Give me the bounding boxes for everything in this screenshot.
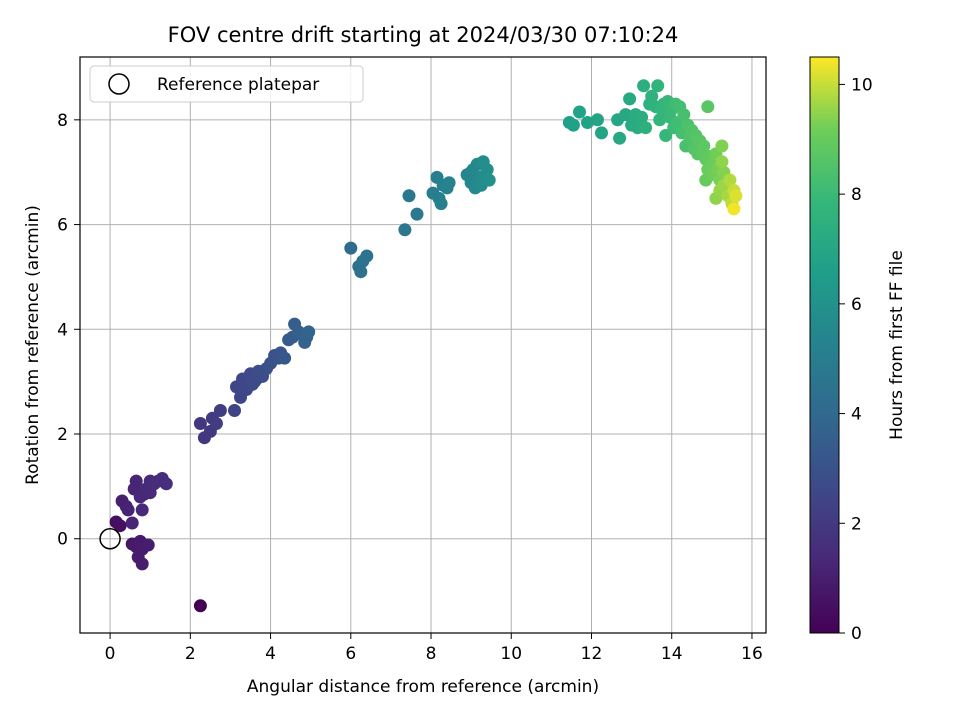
data-point — [480, 163, 494, 177]
data-point — [360, 249, 374, 263]
x-tick-label: 10 — [500, 644, 522, 664]
colorbar-tick-label: 4 — [851, 405, 862, 425]
data-point — [639, 121, 653, 135]
y-tick-label: 0 — [57, 530, 68, 550]
x-tick-label: 14 — [661, 644, 683, 664]
data-points — [109, 79, 743, 613]
data-point — [129, 474, 143, 488]
data-point — [344, 241, 358, 255]
data-point — [645, 89, 659, 103]
legend-marker-icon — [108, 73, 130, 95]
y-tick-label: 2 — [57, 425, 68, 445]
y-tick-label: 6 — [57, 216, 68, 236]
x-axis-ticks: 0 2 4 6 8 10 12 14 16 — [105, 633, 763, 664]
data-point — [159, 477, 173, 491]
data-point — [715, 139, 729, 153]
colorbar-tick-label: 6 — [851, 295, 862, 315]
colorbar-tick-label: 2 — [851, 514, 862, 534]
data-point — [209, 417, 223, 430]
data-point — [135, 557, 149, 571]
plot-frame — [79, 56, 767, 634]
data-point — [193, 417, 207, 430]
y-axis-label: Rotation from reference (arcmin) — [23, 205, 43, 485]
data-point — [442, 176, 456, 190]
data-point — [121, 503, 135, 517]
y-axis-ticks: 0 2 4 6 8 — [57, 111, 80, 550]
data-point — [653, 113, 667, 127]
data-point — [637, 79, 651, 93]
data-point — [135, 503, 149, 517]
colorbar-tick-label: 0 — [851, 624, 862, 644]
data-point — [591, 113, 604, 127]
data-point — [213, 404, 227, 417]
data-point — [613, 131, 627, 145]
grid-lines — [80, 57, 766, 633]
y-tick-label: 8 — [57, 111, 68, 131]
data-point — [697, 139, 711, 153]
legend-box — [89, 65, 364, 103]
x-tick-label: 8 — [426, 644, 437, 664]
data-point — [723, 173, 737, 187]
colorbar-gradient — [809, 56, 840, 634]
data-point — [278, 351, 292, 365]
data-point — [566, 118, 580, 132]
x-tick-label: 16 — [741, 644, 763, 664]
x-tick-label: 0 — [105, 644, 116, 664]
colorbar-tick-label: 8 — [851, 185, 862, 205]
data-point — [573, 105, 586, 119]
data-point — [677, 108, 691, 122]
data-point — [113, 519, 127, 533]
data-point — [482, 173, 496, 187]
data-point — [398, 223, 412, 237]
x-tick-label: 4 — [265, 644, 276, 664]
data-point — [234, 383, 247, 396]
data-point — [125, 516, 139, 530]
colorbar-tick-label: 10 — [851, 75, 873, 95]
data-point — [410, 207, 424, 221]
x-axis-label: Angular distance from reference (arcmin) — [247, 677, 599, 697]
colorbar-ticks: 0 2 4 6 8 10 — [839, 75, 873, 644]
legend: Reference platepar — [89, 65, 364, 103]
colorbar-label: Hours from first FF file — [887, 250, 907, 440]
reference-platepar-marker — [99, 527, 121, 550]
data-point — [623, 92, 637, 106]
data-point — [595, 126, 608, 140]
data-point — [619, 108, 633, 122]
data-point — [302, 325, 316, 339]
y-tick-label: 4 — [57, 320, 68, 340]
x-tick-label: 12 — [581, 644, 603, 664]
data-point — [635, 110, 649, 124]
legend-entry-label: Reference platepar — [157, 75, 319, 95]
data-point — [729, 189, 743, 203]
data-point — [193, 599, 207, 613]
data-point — [402, 189, 416, 203]
x-tick-label: 2 — [185, 644, 196, 664]
data-point — [727, 202, 741, 216]
data-point — [581, 116, 594, 129]
data-point — [354, 265, 368, 279]
data-point — [434, 197, 448, 211]
data-point — [659, 129, 673, 142]
data-point — [651, 79, 665, 93]
data-point — [228, 404, 241, 417]
data-point — [141, 538, 155, 552]
data-point — [248, 375, 261, 389]
data-point — [715, 155, 729, 169]
colorbar: 0 2 4 6 8 10 Hours from first FF file — [809, 56, 907, 644]
chart-title: FOV centre drift starting at 2024/03/30 … — [168, 23, 679, 47]
data-point — [464, 165, 478, 179]
x-tick-label: 6 — [345, 644, 356, 664]
data-point — [701, 100, 715, 114]
